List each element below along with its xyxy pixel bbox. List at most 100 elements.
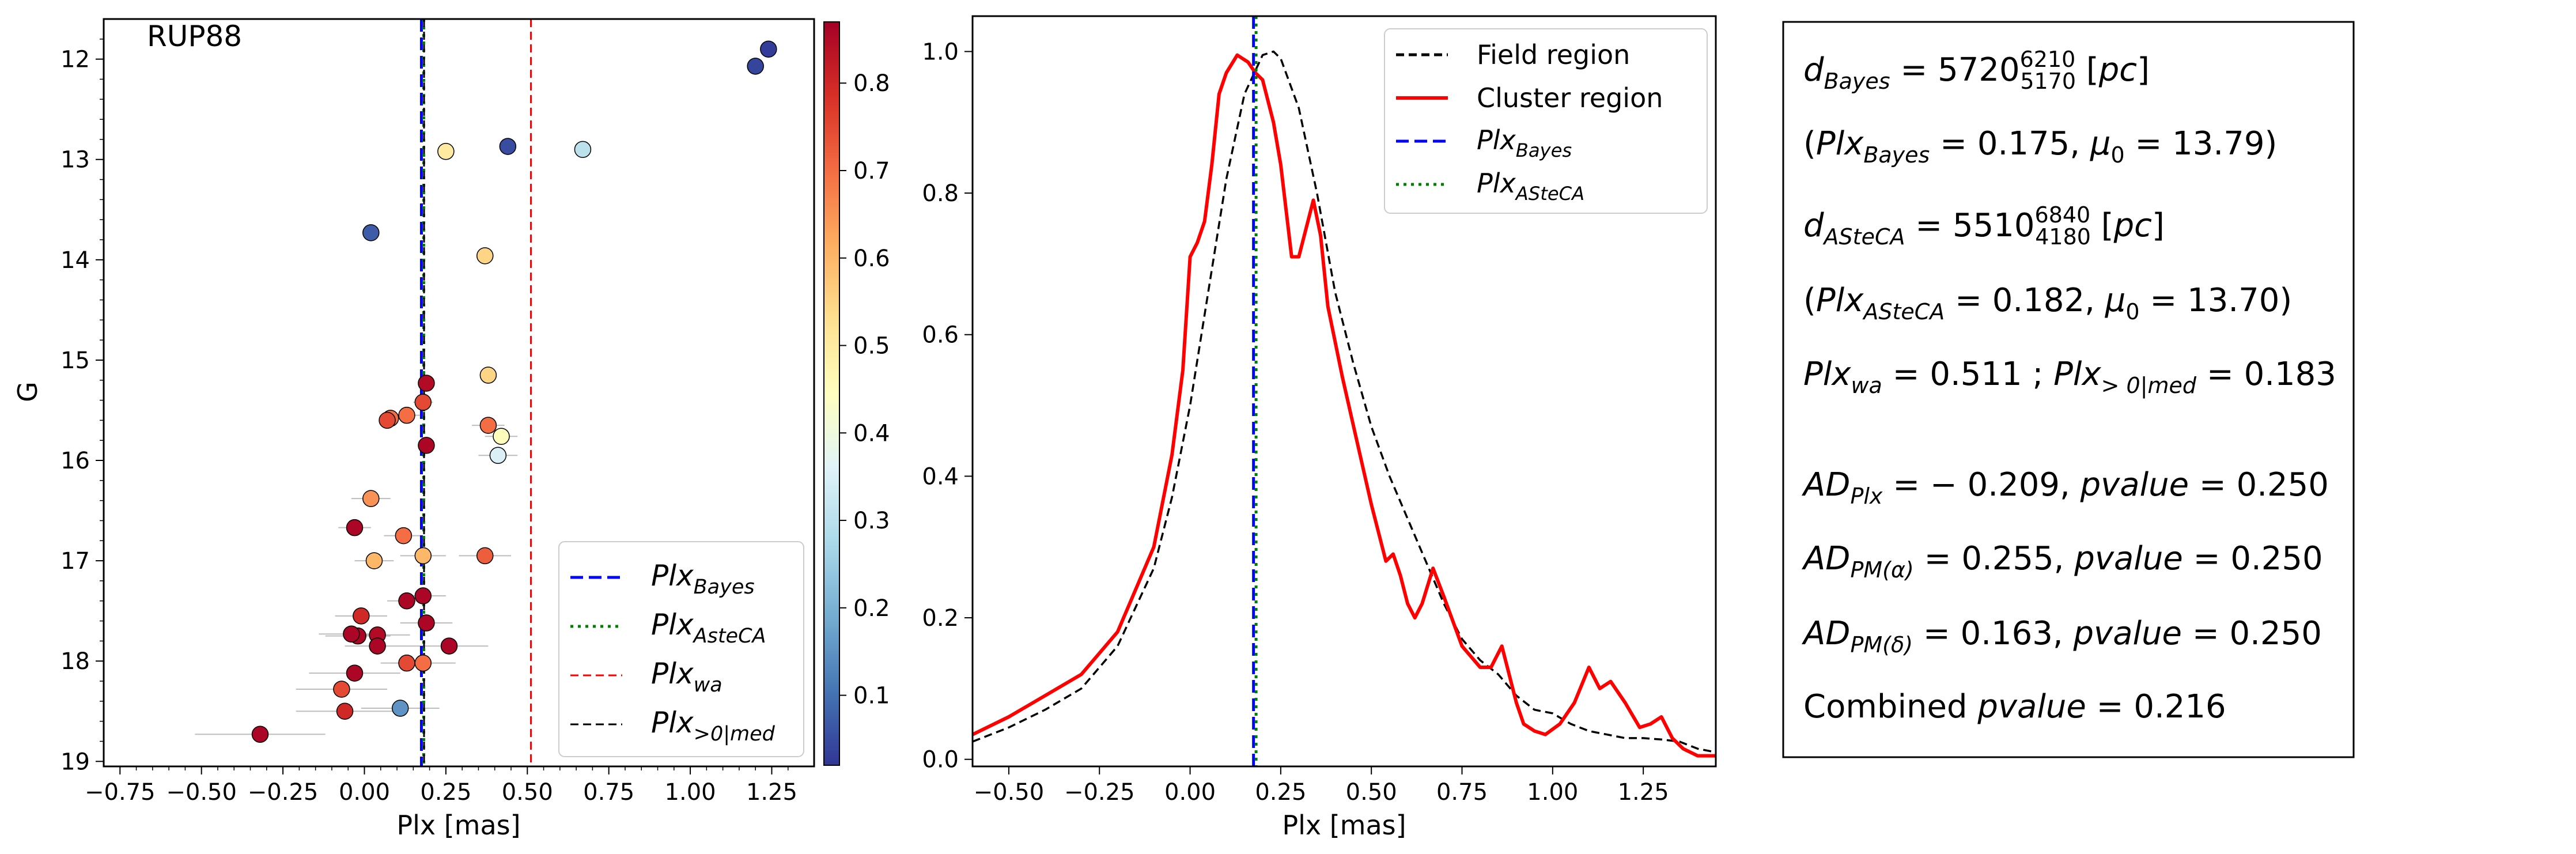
y-tick-label: 14: [60, 247, 90, 274]
info-part: = 0.163,: [1913, 615, 2073, 652]
info-part: = 0.183: [2196, 356, 2336, 393]
y-tick-label: 0.4: [922, 463, 959, 490]
y-tick-label: 1.0: [922, 39, 959, 65]
info-line: dASteCA = 55106840 4180 [pc]: [1803, 202, 2165, 250]
star-point: [362, 490, 380, 507]
info-part: ]: [2152, 207, 2165, 244]
info-part: [: [2076, 51, 2099, 89]
x-tick-label: −0.25: [248, 779, 319, 806]
left-y-axis-title: G: [12, 381, 43, 402]
info-part: Plx: [2053, 356, 2101, 393]
left-legend-label-sub: Bayes: [694, 576, 755, 599]
info-part: Combined: [1803, 688, 1977, 725]
y-tick-label: 0.6: [922, 322, 959, 349]
info-part: = 5720: [1890, 51, 2020, 89]
left-legend-label-sub: wa: [694, 674, 723, 697]
info-part: AD: [1802, 466, 1850, 504]
left-plot-frame: [103, 18, 815, 768]
info-part: pvalue: [2080, 466, 2189, 504]
info-line: Plxwa = 0.511 ; Plx> 0|med = 0.183: [1803, 356, 2336, 399]
star-point: [362, 224, 380, 241]
star-point: [414, 547, 432, 565]
x-tick-label: 0.50: [1346, 779, 1397, 806]
info-line: Combined pvalue = 0.216: [1803, 688, 2226, 725]
left-plot-title: RUP88: [147, 20, 242, 53]
info-part: 6840: [2035, 202, 2091, 228]
left-legend-label-base: Plx: [651, 559, 694, 592]
x-tick-label: 1.25: [746, 779, 797, 806]
y-tick-label: 17: [60, 548, 90, 575]
info-part: ASteCA: [1862, 299, 1945, 324]
x-tick-label: 1.00: [1527, 779, 1578, 806]
star-point: [493, 428, 510, 445]
info-part: = 0.511 ;: [1882, 356, 2053, 393]
info-line: ADPM(α) = 0.255, pvalue = 0.250: [1802, 540, 2323, 583]
info-part: 5170: [2020, 69, 2076, 94]
star-point: [418, 437, 435, 454]
star-point: [379, 411, 396, 429]
x-tick-label: 0.00: [1164, 779, 1216, 806]
info-part: ASteCA: [1822, 224, 1905, 250]
colorbar-tick-label: 0.7: [853, 158, 890, 184]
star-point: [479, 366, 497, 384]
star-point: [346, 664, 364, 682]
info-part: PM(α): [1850, 557, 1913, 583]
colorbar-fill: [823, 21, 840, 766]
info-part: = 0.182,: [1945, 282, 2105, 319]
info-part: = 0.175,: [1930, 125, 2090, 163]
star-point: [499, 138, 517, 155]
info-part: = 13.79): [2125, 125, 2278, 163]
star-point: [414, 654, 432, 672]
info-part: ]: [2137, 51, 2150, 89]
info-part: d: [1803, 51, 1824, 89]
info-part: pc: [2098, 51, 2138, 89]
colorbar-tick-label: 0.5: [853, 333, 890, 360]
info-part: = 0.216: [2086, 688, 2226, 725]
info-line: (PlxASteCA = 0.182, μ0 = 13.70): [1803, 282, 2292, 324]
x-tick-label: 0.50: [502, 779, 553, 806]
star-point: [760, 40, 777, 58]
info-line: dBayes = 57206210 5170 [pc]: [1803, 47, 2150, 94]
info-part: = − 0.209,: [1882, 466, 2080, 504]
x-tick-label: 0.00: [339, 779, 390, 806]
info-part: = 0.250: [2189, 466, 2329, 504]
y-tick-label: 0.8: [922, 180, 959, 207]
left-legend-label-sub: AsteCA: [693, 625, 766, 648]
colorbar-tick-label: 0.8: [853, 70, 890, 97]
info-part: = 13.70): [2140, 282, 2293, 319]
results-info-box: dBayes = 57206210 5170 [pc](PlxBayes = 0.…: [1782, 21, 2355, 758]
star-point: [414, 587, 432, 604]
left-legend-label: Plx>0|med: [651, 706, 776, 746]
y-tick-label: 18: [60, 648, 90, 675]
info-part: [: [2091, 207, 2114, 244]
info-part: AD: [1802, 540, 1850, 577]
right-legend-frame: [1384, 28, 1708, 214]
info-line: ADPM(δ) = 0.163, pvalue = 0.250: [1802, 615, 2322, 657]
info-part: AD: [1802, 615, 1850, 652]
info-line: ADPlx = − 0.209, pvalue = 0.250: [1802, 466, 2329, 509]
colorbar: 0.1 0.2 0.3 0.4 0.5 0.6 0.7 0.8: [823, 21, 890, 766]
colorbar-tick-label: 0.6: [853, 245, 890, 272]
y-tick-label: 0.2: [922, 605, 959, 632]
right-plot-frame: [971, 15, 1717, 768]
star-point: [574, 141, 592, 158]
right-legend-label-sub: Bayes: [1516, 139, 1572, 161]
info-part: Bayes: [1863, 142, 1930, 168]
x-tick-label: 0.25: [420, 779, 471, 806]
info-part: Plx: [1816, 125, 1864, 163]
cluster-region-curve: [973, 53, 1716, 758]
info-part: μ: [2090, 125, 2111, 163]
y-tick-label: 12: [60, 47, 90, 73]
star-point: [251, 725, 269, 743]
star-point: [440, 637, 458, 655]
right-legend-label: PlxASteCA: [1477, 168, 1584, 205]
colorbar-tick-label: 0.2: [853, 595, 890, 622]
info-part: Bayes: [1824, 69, 1890, 94]
info-part: d: [1803, 207, 1824, 244]
left-legend-label: Plxwa: [651, 657, 723, 697]
star-point: [418, 375, 435, 392]
info-box-frame: [1782, 21, 2355, 758]
star-point: [476, 247, 494, 264]
